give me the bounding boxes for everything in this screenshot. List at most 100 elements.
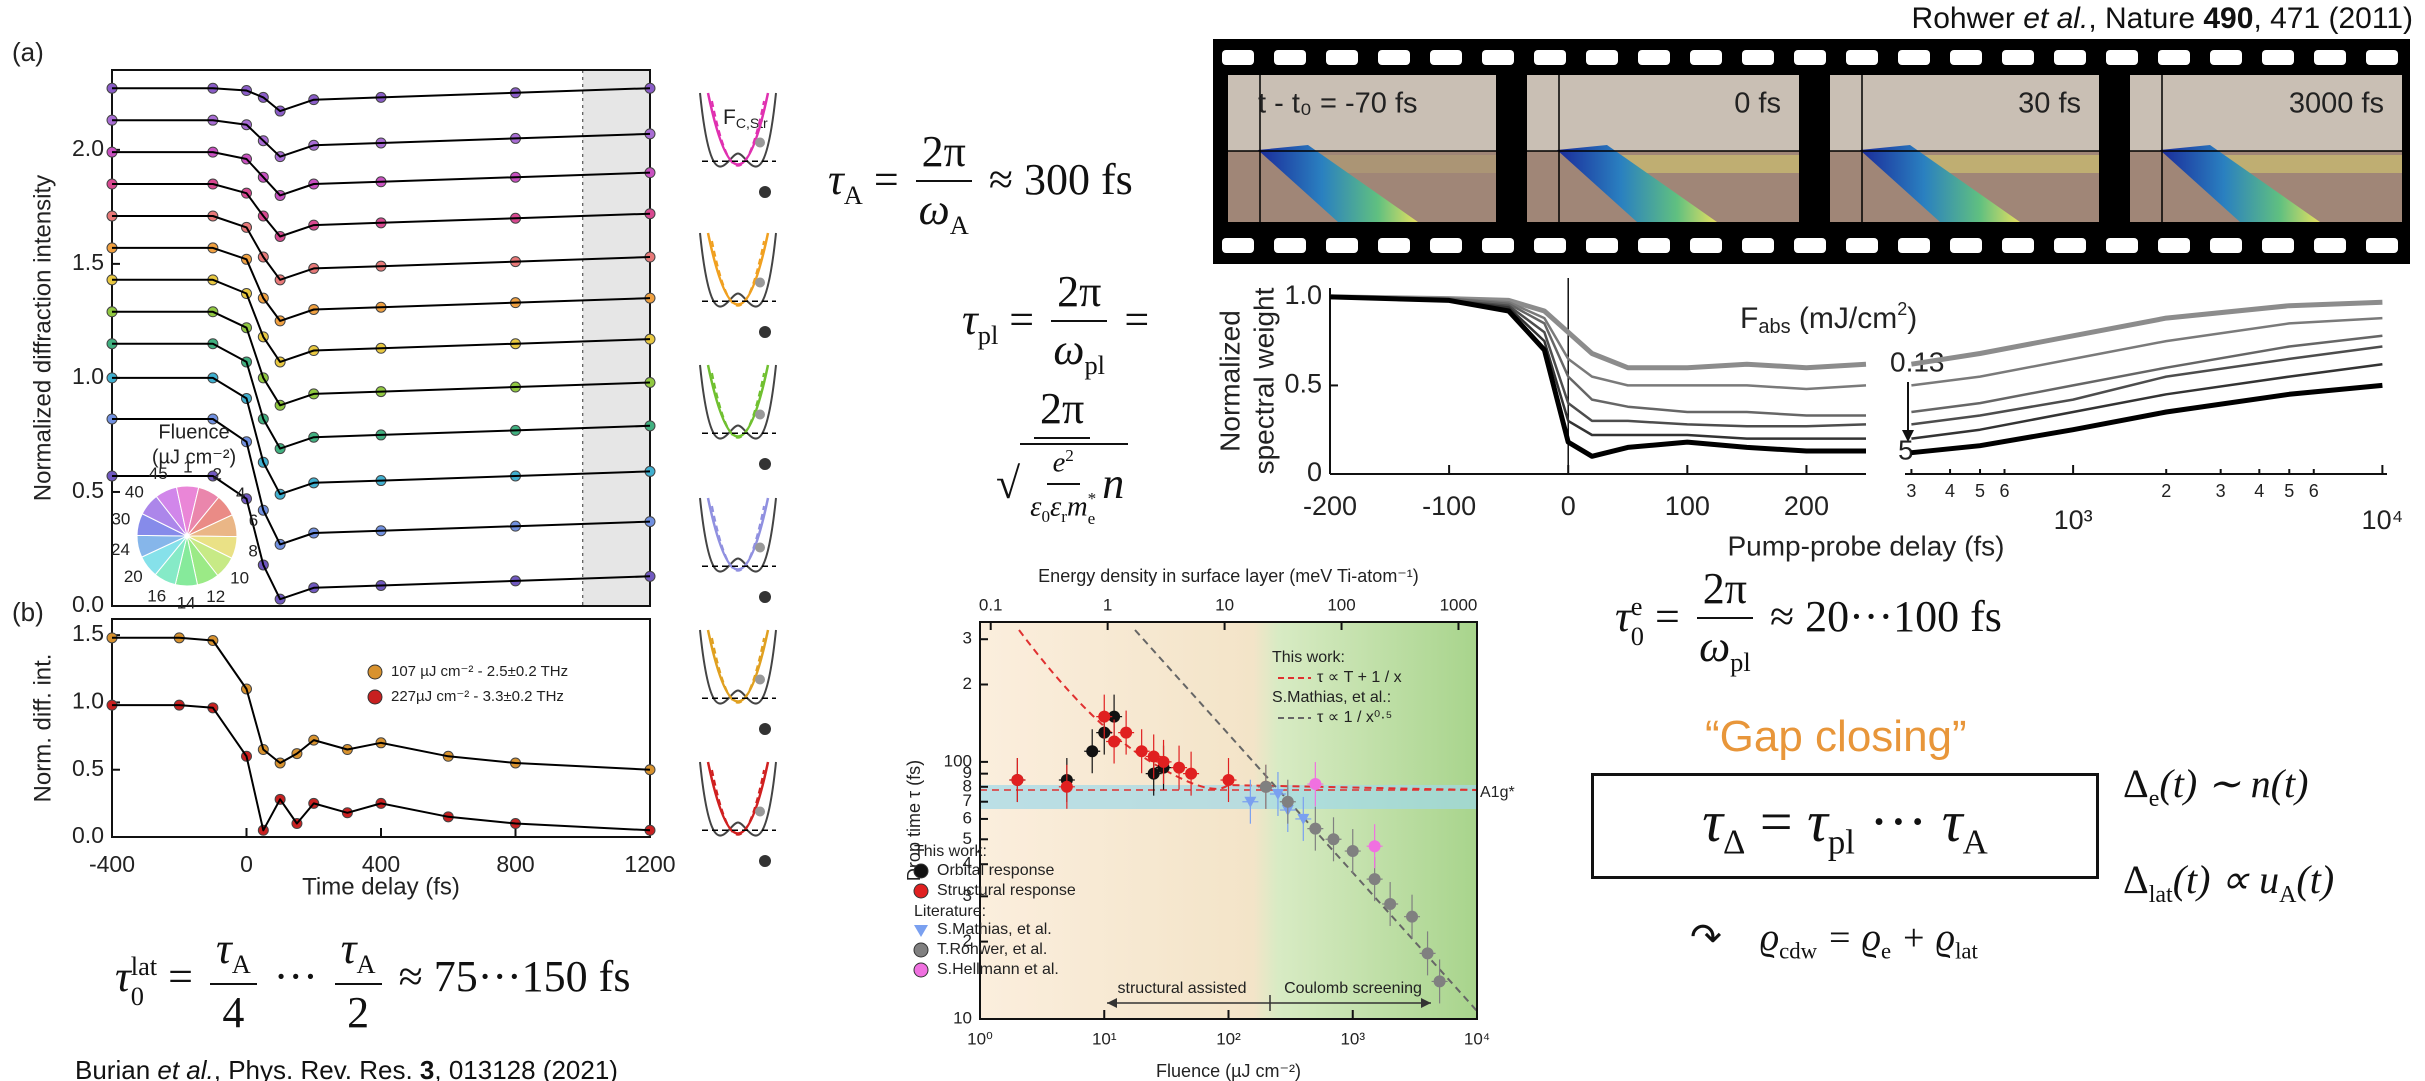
x-tick-label: 5 xyxy=(2284,481,2294,501)
math-part: pl xyxy=(1827,822,1855,862)
y-tick-label: 0.0 xyxy=(72,591,104,617)
film-hole xyxy=(1638,50,1670,65)
data-point xyxy=(1406,910,1419,923)
math-part: (t) xyxy=(2296,857,2335,902)
series-line xyxy=(1911,316,2383,387)
x2-tick-label: 1 xyxy=(1103,595,1112,614)
x-tick-label: 0 xyxy=(1561,491,1576,521)
legend-arrow-head xyxy=(1902,430,1914,442)
frame-label: t - t₀ = -70 fs xyxy=(1258,88,1418,120)
x-tick-label: 10¹ xyxy=(1092,1030,1117,1049)
data-point xyxy=(1433,975,1446,988)
layout: τA 4 xyxy=(209,924,257,1037)
math-part: ω xyxy=(1053,325,1085,375)
annotation: This work: xyxy=(1272,649,1345,666)
legend-title-part: ) xyxy=(1907,302,1917,335)
math-part: Δ xyxy=(2123,857,2149,902)
y-axis-label: Norm. diff. int. xyxy=(29,654,56,803)
well-ball xyxy=(759,326,771,338)
layout: 2π ωpl xyxy=(1051,267,1108,381)
frame-band xyxy=(1607,155,1799,173)
y-tick-label: 1.0 xyxy=(1284,280,1322,310)
film-hole xyxy=(1378,238,1410,253)
layout: e2 ε0εrm * e n xyxy=(1020,443,1129,528)
math-part: 0 xyxy=(1041,507,1051,527)
film-hole xyxy=(1950,50,1982,65)
layout: e2 xyxy=(1046,446,1080,486)
math-part: , Nature xyxy=(2088,2,2204,35)
film-hole xyxy=(2054,238,2086,253)
math-part: Δ xyxy=(2123,761,2149,806)
well xyxy=(699,232,777,308)
film-hole xyxy=(1482,50,1514,65)
math-part: pl xyxy=(1084,350,1106,381)
x2-tick-label: 0.1 xyxy=(979,595,1003,614)
math-part: 4 xyxy=(222,987,245,1037)
shade xyxy=(582,70,650,606)
legend-label: 16 xyxy=(147,586,166,605)
math-part: 490 xyxy=(2203,2,2254,35)
film-hole xyxy=(1950,238,1982,253)
film-hole xyxy=(1534,238,1566,253)
fit-line xyxy=(1134,629,1478,1012)
x-tick-label: 2 xyxy=(2161,481,2171,501)
film-hole xyxy=(1534,50,1566,65)
film-hole xyxy=(1326,50,1358,65)
math-part: A xyxy=(949,210,969,241)
data-point xyxy=(1346,845,1359,858)
film-hole xyxy=(1378,50,1410,65)
film-hole xyxy=(1586,50,1618,65)
legend-title-part: F xyxy=(1740,302,1758,335)
legend-marker xyxy=(913,863,929,879)
legend-title-part: abs xyxy=(1758,316,1790,338)
math-part: = xyxy=(873,155,899,205)
x-tick-label: 3 xyxy=(2216,481,2226,501)
layout: √ e2 ε0εrm * e n xyxy=(996,439,1129,528)
math-part: = ϱ xyxy=(1826,917,1882,959)
data-point xyxy=(1309,822,1322,835)
legend-title-part: (mJ/cm xyxy=(1791,302,1898,335)
x-tick-label: 4 xyxy=(2254,481,2264,501)
legend-range: 5 xyxy=(1898,434,1914,465)
layout: 2π ωA xyxy=(915,127,972,241)
legend-label: 45 xyxy=(149,464,168,483)
math-part: A xyxy=(231,948,251,979)
math-part: τ xyxy=(215,924,232,973)
math-part: , Phys. Rev. Res. xyxy=(213,1055,420,1081)
film-hole xyxy=(1482,238,1514,253)
equation-box: τΔ = τpl ··· τA xyxy=(1591,773,2099,879)
legend-marker xyxy=(913,962,929,978)
y-axis-label: Normalized diffraction intensity xyxy=(29,175,56,501)
layout: 2π ωpl xyxy=(1696,564,1753,677)
series-line xyxy=(112,151,651,197)
x-tick-label: 10³ xyxy=(2054,505,2093,535)
data-point xyxy=(1147,750,1160,763)
y-tick-label: 1.0 xyxy=(72,363,104,389)
data-point xyxy=(1098,710,1111,723)
well-ball xyxy=(759,855,771,867)
legend-marker xyxy=(914,925,928,937)
math-part: 3 xyxy=(419,1055,435,1081)
math-part: = xyxy=(168,952,193,1002)
film-hole xyxy=(1430,50,1462,65)
series-line xyxy=(1911,362,2383,440)
legend-label: T.Rohwer, et al. xyxy=(937,941,1047,958)
math-part: 0 xyxy=(130,981,144,1012)
equation: 2π √ e2 ε0εrm * e n xyxy=(990,384,1134,529)
x-tick-label: -400 xyxy=(89,851,135,877)
equation: ↷ ϱcdw = ϱe + ϱlat xyxy=(1690,917,1978,964)
legend-label: 30 xyxy=(111,510,130,529)
x-tick-label: 10³ xyxy=(1340,1030,1365,1049)
math-part: ··· xyxy=(1869,789,1928,855)
well-ball xyxy=(755,674,765,685)
math-part: 0 xyxy=(1630,621,1644,652)
frame-blob xyxy=(1258,145,1418,222)
legend-label: S.Hellmann et al. xyxy=(937,961,1059,978)
math-part: τ xyxy=(1941,789,1963,855)
math-part: (t) ∼ n(t) xyxy=(2159,761,2309,806)
y-tick-label: 0.0 xyxy=(72,822,104,848)
legend-label: Structural response xyxy=(937,882,1076,899)
film-hole xyxy=(2158,238,2190,253)
frame-blob xyxy=(1860,145,2020,222)
data-point xyxy=(1368,873,1381,886)
